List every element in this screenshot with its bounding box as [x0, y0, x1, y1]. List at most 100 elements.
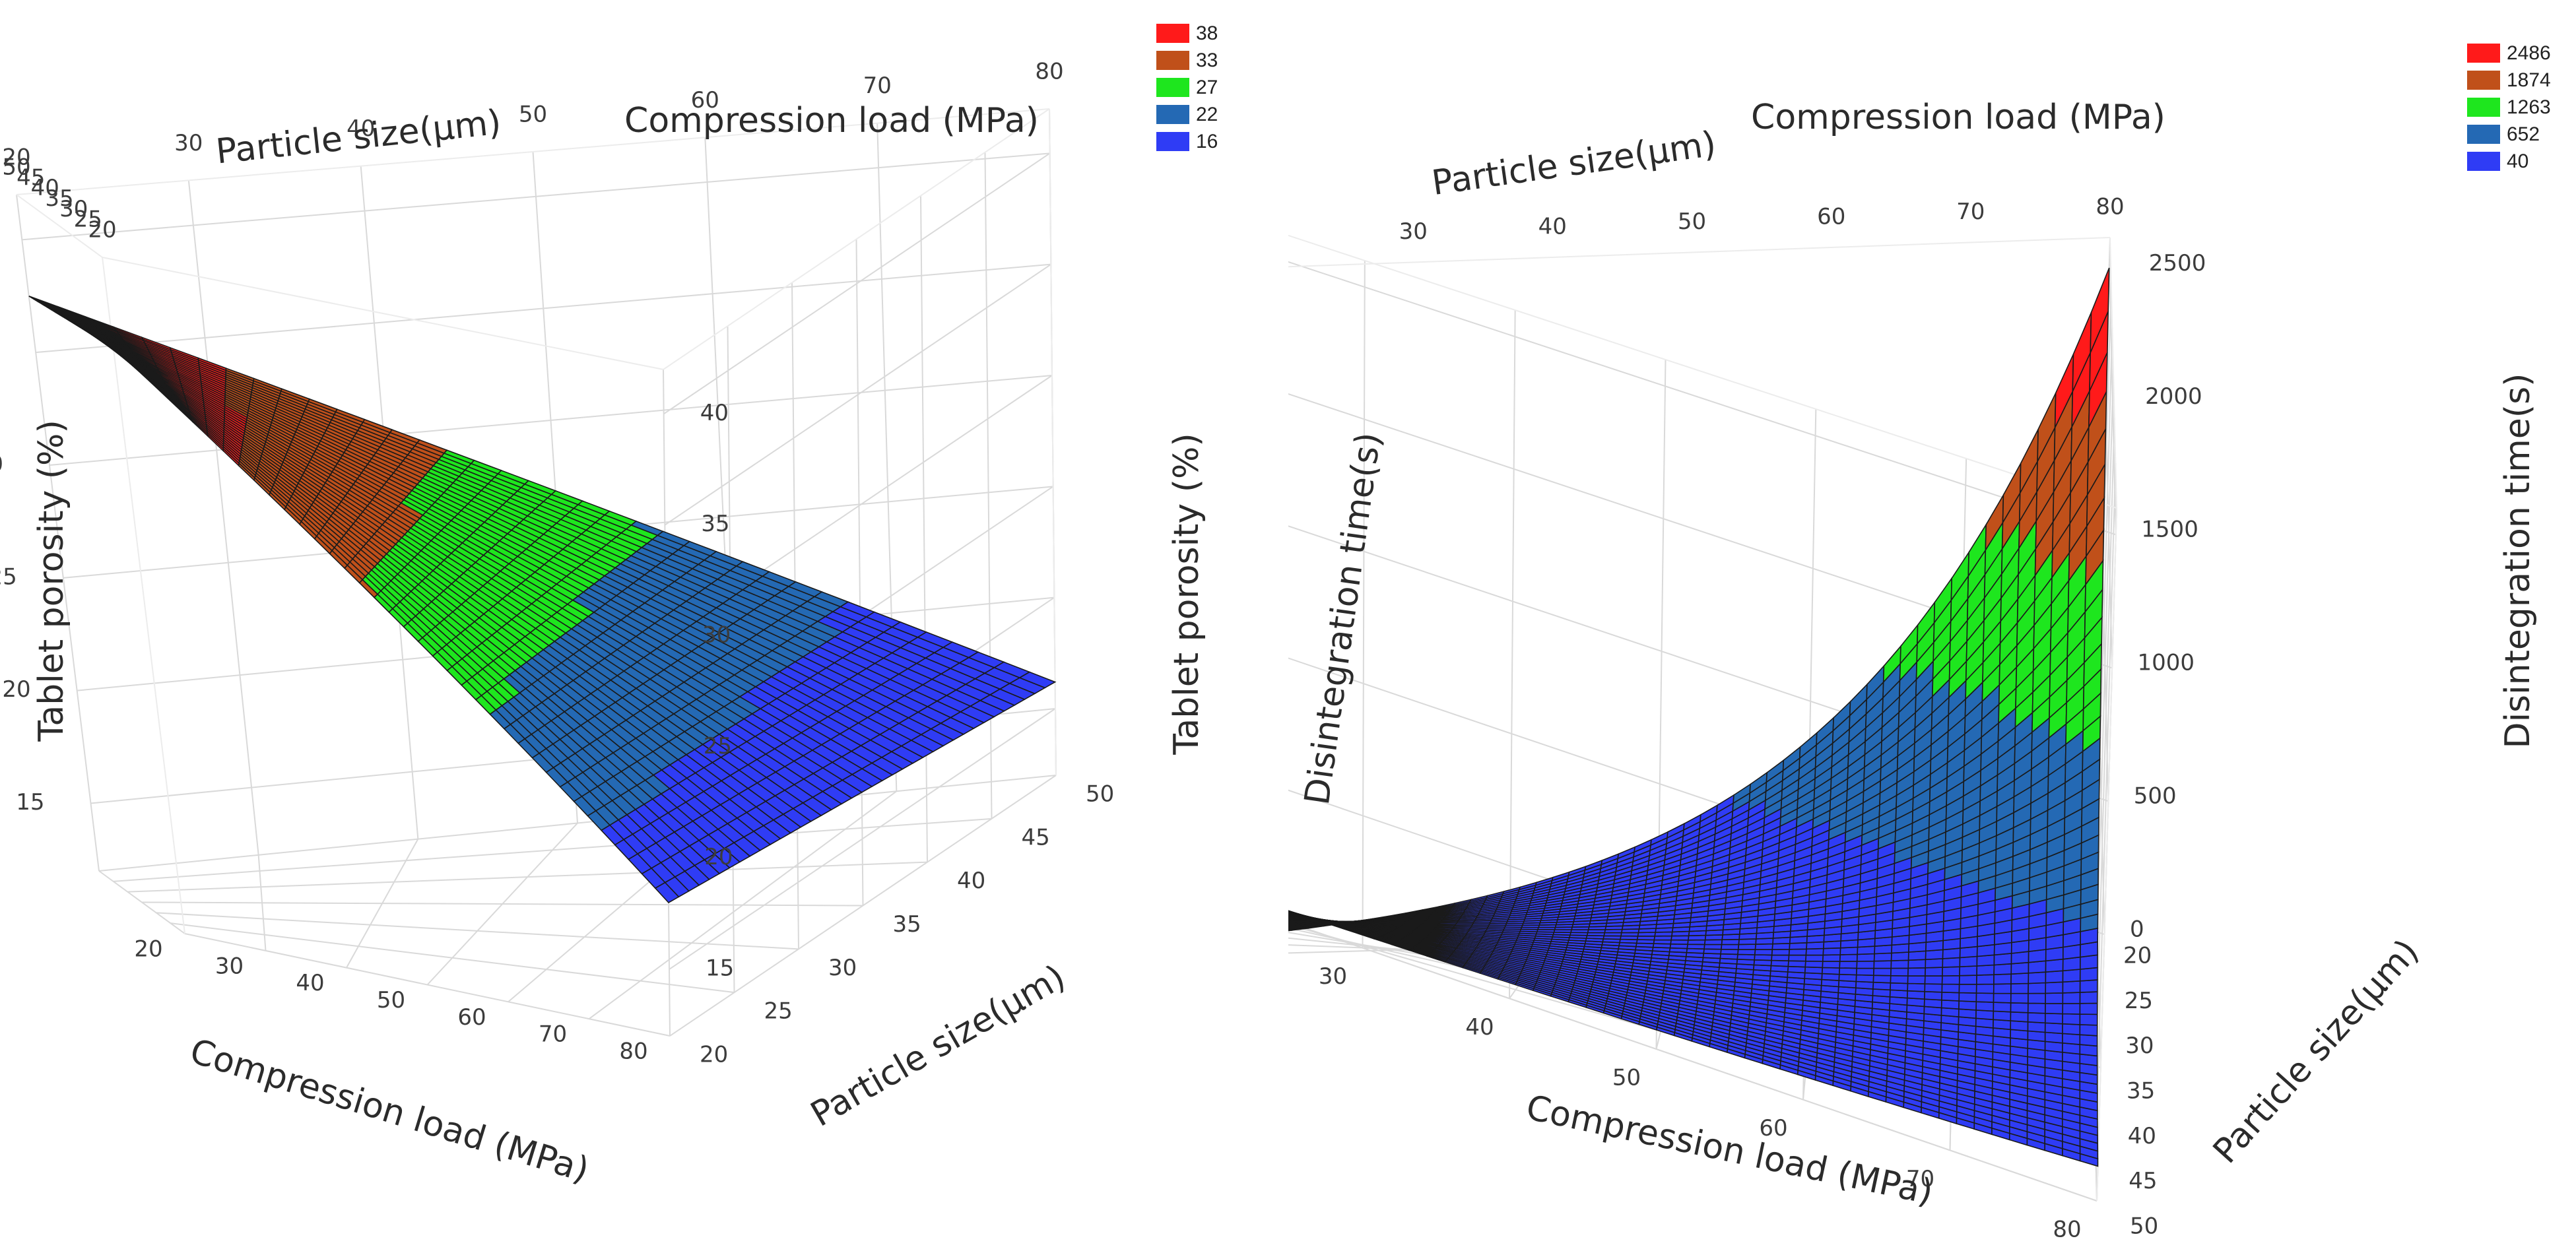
tick-label: 40: [347, 115, 375, 142]
surface-cell: [2045, 992, 2064, 1004]
legend-swatch: [1156, 105, 1189, 124]
surface-cell: [1855, 974, 1874, 983]
tick-label: 40: [1465, 1014, 1494, 1041]
tick-label: 30: [828, 955, 857, 981]
tick-label: 70: [539, 1021, 567, 1048]
surface-cell: [2028, 982, 2047, 994]
surface-cell: [1993, 973, 2012, 985]
surface-cell: [1838, 967, 1858, 976]
surface-cell: [2010, 972, 2030, 984]
tick-label: 50: [2, 154, 30, 181]
surface-cell: [1975, 1010, 1995, 1021]
surface-cell: [2062, 992, 2081, 1004]
legend: 38 33 27 22 16: [1156, 22, 1218, 152]
tick-label: 20: [2123, 943, 2152, 969]
surface-cell: [1754, 949, 1773, 956]
tick-label: 25: [2125, 988, 2153, 1014]
box-edge-line: [1049, 108, 1057, 776]
tick-label: 35: [701, 511, 729, 537]
tick-label: 60: [1759, 1115, 1787, 1141]
legend-label: 40: [2507, 150, 2528, 172]
surface-cell: [2045, 970, 2064, 984]
tick-label: 40: [700, 400, 729, 426]
surface-cell: [1771, 948, 1791, 956]
tick-label: 80: [2053, 1217, 2081, 1243]
surface-cell: [1942, 957, 1961, 968]
surface-cell: [2027, 1011, 2046, 1024]
y-axis-label: Particle size(μm): [2206, 932, 2427, 1171]
box-edge-line: [663, 108, 1050, 370]
surface-cell: [1941, 983, 1960, 994]
surface-cell: [1839, 961, 1858, 969]
surface-cell: [2062, 1013, 2081, 1025]
wall-grid-line: [1362, 260, 1366, 948]
tick-label: 20: [704, 844, 733, 870]
tick-label: 40: [1538, 214, 1567, 240]
legend-label: 33: [1196, 49, 1218, 71]
surface-cell: [2027, 1021, 2046, 1033]
surface-cell: [1890, 959, 1909, 969]
tick-label: 50: [1612, 1065, 1641, 1091]
surface-cell: [2045, 981, 2064, 994]
x-axis-label: Compression load (MPa): [185, 1031, 593, 1190]
surface-cell: [2010, 982, 2030, 994]
tick-label: 35: [45, 185, 73, 212]
legend-swatch: [1156, 78, 1189, 97]
surface-cell: [1788, 948, 1807, 956]
surface-cell: [1838, 973, 1857, 982]
box-edge-line: [16, 194, 103, 258]
surface-cell: [1822, 947, 1841, 956]
surface-cell: [1924, 975, 1943, 985]
surface-cell: [1872, 981, 1892, 991]
tick-label: 60: [1817, 204, 1845, 230]
surface-cell: [2079, 967, 2098, 982]
porosity-surface-chart: 2030405060708020253035404550152025303540…: [0, 22, 1218, 1190]
surface-cell: [1788, 954, 1807, 962]
floor-grid-line: [184, 933, 671, 1037]
tick-label: 30: [59, 196, 88, 222]
surface-cell: [1958, 1000, 1977, 1011]
response-surface: [1288, 267, 2110, 1167]
tick-label: 30: [702, 622, 731, 649]
tick-label: 60: [691, 87, 719, 113]
tick-label: 15: [706, 955, 734, 982]
surface-cell: [2027, 1002, 2046, 1014]
legend-swatch: [2467, 98, 2500, 117]
disintegration-surface-svg: 2030405060708020253035404550050010001500…: [1288, 42, 2551, 1243]
wall-grid-line: [664, 263, 1051, 526]
surface-cell: [1720, 948, 1739, 955]
surface-cell: [1907, 982, 1926, 992]
tick-label: 40: [296, 970, 324, 996]
y-axis-label-top: Particle size(μm): [1430, 124, 1719, 203]
wall-grid-line: [36, 263, 1051, 354]
tick-label: 30: [2125, 1033, 2154, 1059]
surface-cell: [1686, 944, 1705, 950]
porosity-surface-svg: 2030405060708020253035404550152025303540…: [0, 22, 1218, 1190]
tick-label: 45: [2129, 1168, 2157, 1194]
surface-cell: [1737, 944, 1757, 950]
surface-cell: [1924, 990, 1943, 1001]
legend-swatch: [1156, 51, 1189, 70]
box-edge-line: [1288, 237, 2111, 268]
legend-label: 27: [1196, 77, 1218, 98]
surface-cell: [2079, 1002, 2098, 1015]
legend-swatch: [1156, 132, 1189, 151]
surface-cell: [1993, 992, 2012, 1004]
tick-label: 20: [88, 217, 116, 243]
tick-label: 30: [0, 451, 3, 478]
x-axis-label-top: Compression load (MPa): [1751, 98, 2165, 137]
surface-cell: [2010, 1002, 2029, 1013]
tick-label: 70: [863, 73, 892, 99]
tick-label: 2500: [2149, 250, 2206, 276]
wall-grid-line: [2095, 463, 2117, 1156]
surface-cell: [1873, 952, 1892, 962]
surface-cell: [1770, 959, 1789, 967]
surface-cell: [1873, 960, 1892, 969]
tick-label: 25: [764, 998, 793, 1025]
tick-label: 20: [2, 676, 30, 703]
floor-grid-line: [156, 912, 799, 950]
z-axis-label: Tablet porosity (%): [32, 420, 71, 742]
surface-cell: [1855, 967, 1875, 977]
surface-cell: [1804, 966, 1824, 975]
box-edge-line: [102, 257, 185, 934]
